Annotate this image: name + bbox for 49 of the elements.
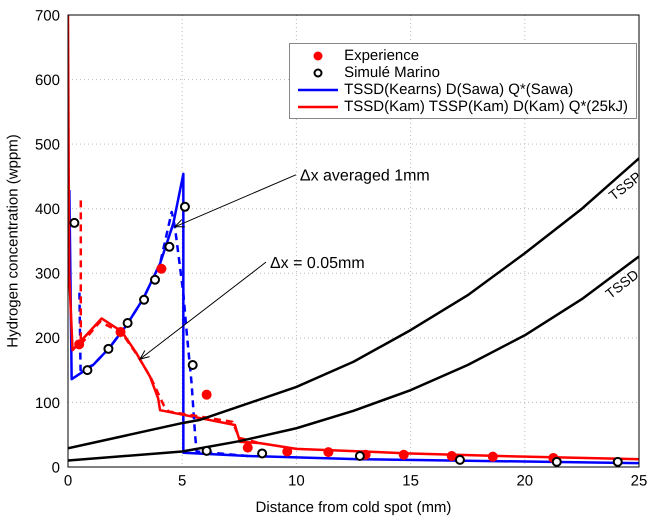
point (188, 360, 198, 370)
y-tick-label: 400 (34, 201, 60, 218)
point (69, 218, 80, 228)
x-tick-label: 25 (630, 472, 648, 490)
y-tick-label: 200 (34, 330, 60, 348)
x-tick-label: 15 (402, 472, 419, 490)
annotation: Δx averaged 1mm (300, 167, 430, 184)
x-axis-title: Distance from cold spot (mm) (256, 499, 452, 516)
point (202, 446, 212, 456)
point (242, 442, 253, 453)
point (103, 344, 114, 354)
y-tick-label: 100 (34, 394, 60, 412)
legend-label: TSSD(Kam) TSSP(Kam) D(Kam) Q*(25kJ) (344, 98, 628, 115)
point (398, 450, 409, 460)
y-tick-label: 700 (34, 7, 60, 24)
point (323, 447, 334, 458)
point (116, 327, 126, 338)
x-tick-label: 0 (64, 472, 72, 490)
legend-label: Experience (344, 47, 420, 64)
y-tick-label: 600 (34, 72, 60, 89)
x-tick-label: 10 (288, 472, 305, 490)
point (354, 451, 365, 462)
point (150, 274, 160, 285)
point (446, 451, 457, 462)
point (488, 452, 498, 462)
point (139, 294, 150, 305)
point (454, 454, 465, 465)
point (282, 446, 292, 457)
point (156, 264, 166, 274)
annotation: Δx = 0.05mm (270, 254, 365, 272)
line-series (68, 15, 639, 460)
line-series (78, 210, 250, 458)
y-axis-title: Hydrogen concentration (wppm) (4, 134, 22, 348)
y-tick-label: 0 (52, 459, 60, 476)
x-tick-label: 5 (178, 472, 186, 490)
point (202, 390, 212, 400)
point (612, 456, 623, 467)
point (180, 202, 190, 212)
y-tick-label: 500 (34, 136, 60, 154)
point (82, 365, 92, 376)
x-tick-label: 20 (516, 472, 534, 490)
point (257, 448, 268, 458)
point (552, 456, 562, 467)
point (122, 318, 133, 328)
y-tick-label: 300 (34, 266, 60, 283)
legend-label: TSSD(Kearns) D(Sawa) Q*(Sawa) (344, 81, 574, 98)
point (164, 242, 174, 252)
legend-label: Simulé Marino (344, 64, 440, 81)
point (74, 339, 84, 350)
